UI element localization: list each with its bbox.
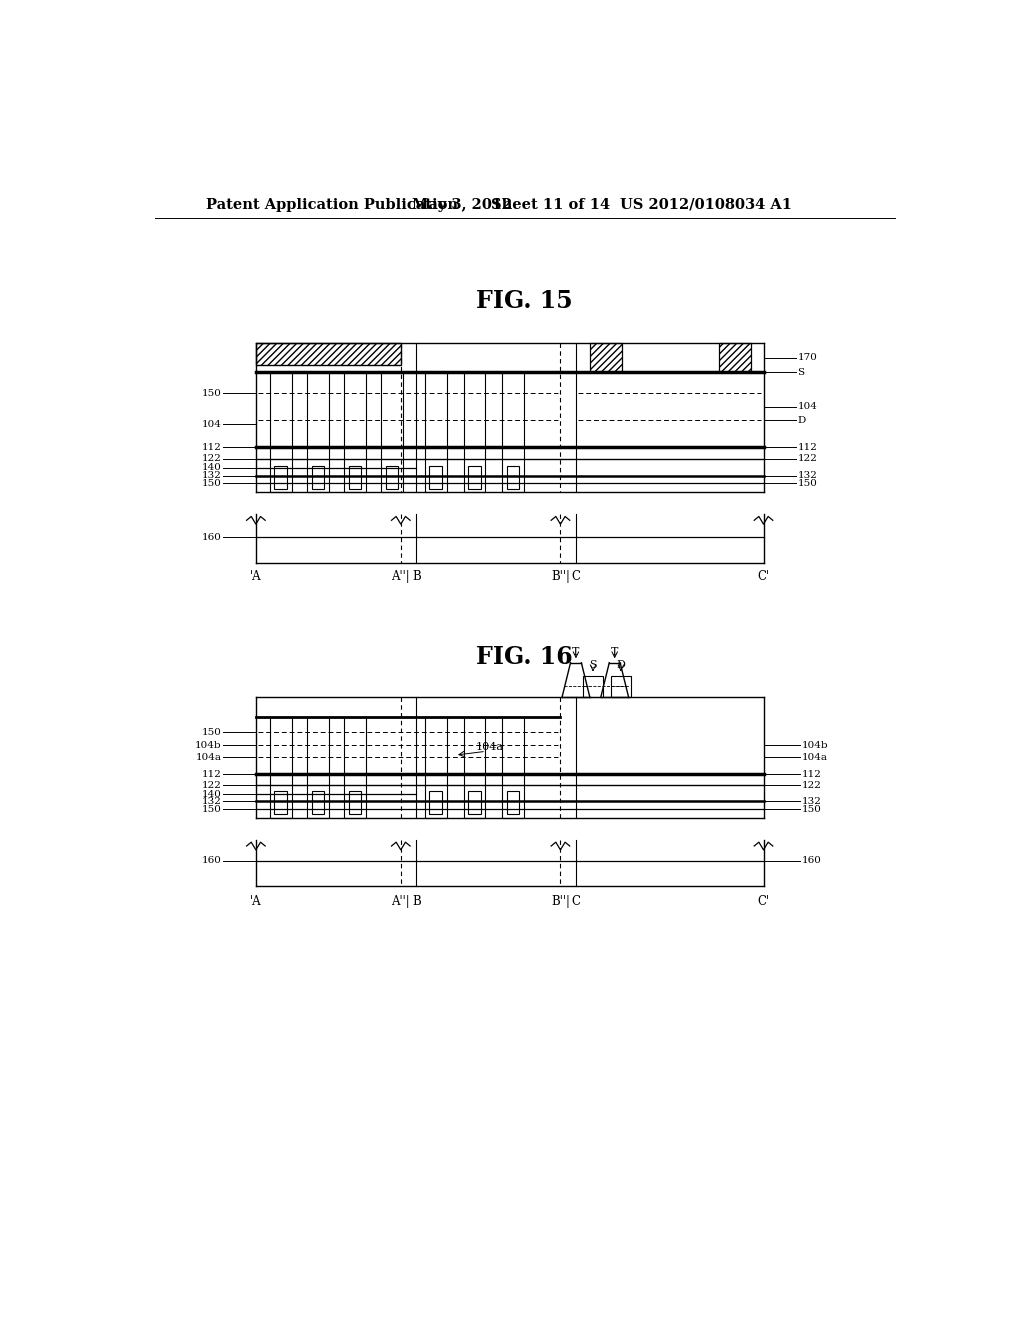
Bar: [349, 792, 361, 814]
Bar: [344, 372, 366, 492]
Text: 112: 112: [202, 442, 222, 451]
Text: FIG. 15: FIG. 15: [476, 289, 573, 313]
Text: 170: 170: [798, 354, 817, 362]
Text: 132: 132: [802, 797, 821, 805]
Bar: [270, 372, 292, 492]
Text: 150: 150: [798, 479, 817, 488]
Text: C: C: [571, 895, 581, 908]
Text: B: B: [412, 570, 421, 583]
Text: 104: 104: [202, 420, 222, 429]
Bar: [507, 466, 519, 488]
Text: 140: 140: [202, 463, 222, 473]
Text: D: D: [616, 660, 626, 669]
Text: 160: 160: [202, 533, 222, 541]
Text: 122: 122: [798, 454, 817, 463]
Bar: [386, 466, 398, 488]
Text: 132: 132: [202, 471, 222, 480]
Text: C': C': [758, 570, 770, 583]
Text: FIG. 16: FIG. 16: [476, 645, 573, 669]
Bar: [349, 466, 361, 488]
Text: 112: 112: [798, 442, 817, 451]
Bar: [381, 372, 403, 492]
Text: 104a: 104a: [196, 752, 222, 762]
Text: Patent Application Publication: Patent Application Publication: [206, 198, 458, 211]
Bar: [429, 466, 442, 488]
Text: B: B: [412, 895, 421, 908]
Bar: [429, 792, 442, 814]
Bar: [274, 792, 287, 814]
Text: A''|: A''|: [391, 895, 411, 908]
Text: S: S: [589, 660, 597, 669]
Text: 112: 112: [202, 770, 222, 779]
Text: 104: 104: [798, 403, 817, 412]
Text: 132: 132: [798, 471, 817, 480]
Text: 150: 150: [202, 389, 222, 397]
Bar: [256, 343, 400, 364]
Bar: [507, 792, 519, 814]
Text: 122: 122: [202, 780, 222, 789]
Text: 150: 150: [202, 805, 222, 813]
Bar: [590, 343, 623, 372]
Bar: [464, 718, 485, 817]
Text: T: T: [572, 647, 580, 656]
Bar: [307, 718, 329, 817]
Bar: [274, 466, 287, 488]
Bar: [611, 676, 631, 697]
Text: 'A: 'A: [250, 570, 262, 583]
Text: 150: 150: [202, 479, 222, 488]
Text: 122: 122: [202, 454, 222, 463]
Text: 140: 140: [202, 789, 222, 799]
Bar: [311, 792, 324, 814]
Bar: [270, 718, 292, 817]
Text: T: T: [611, 647, 618, 656]
Text: 150: 150: [802, 805, 821, 813]
Text: S: S: [798, 368, 805, 378]
Bar: [311, 466, 324, 488]
Text: 104a: 104a: [476, 742, 504, 752]
Bar: [468, 792, 480, 814]
Text: D: D: [798, 416, 806, 425]
Text: 160: 160: [802, 857, 821, 865]
Bar: [425, 372, 446, 492]
Text: 132: 132: [202, 797, 222, 805]
Text: 104a: 104a: [802, 752, 827, 762]
Text: B''|: B''|: [551, 570, 570, 583]
Bar: [307, 372, 329, 492]
Bar: [719, 343, 751, 372]
Text: 160: 160: [202, 857, 222, 865]
Text: 104b: 104b: [802, 741, 828, 750]
Text: 'A: 'A: [250, 895, 262, 908]
Text: B''|: B''|: [551, 895, 570, 908]
Text: 150: 150: [202, 727, 222, 737]
Text: US 2012/0108034 A1: US 2012/0108034 A1: [621, 198, 793, 211]
Text: C: C: [571, 570, 581, 583]
Text: Sheet 11 of 14: Sheet 11 of 14: [490, 198, 610, 211]
Text: 104b: 104b: [196, 741, 222, 750]
Bar: [503, 718, 524, 817]
Bar: [464, 372, 485, 492]
Bar: [344, 718, 366, 817]
Text: 112: 112: [802, 770, 821, 779]
Text: A''|: A''|: [391, 570, 411, 583]
Bar: [503, 372, 524, 492]
Text: C': C': [758, 895, 770, 908]
Text: 122: 122: [802, 780, 821, 789]
Text: May 3, 2012: May 3, 2012: [413, 198, 513, 211]
Bar: [425, 718, 446, 817]
Bar: [468, 466, 480, 488]
Bar: [583, 676, 603, 697]
